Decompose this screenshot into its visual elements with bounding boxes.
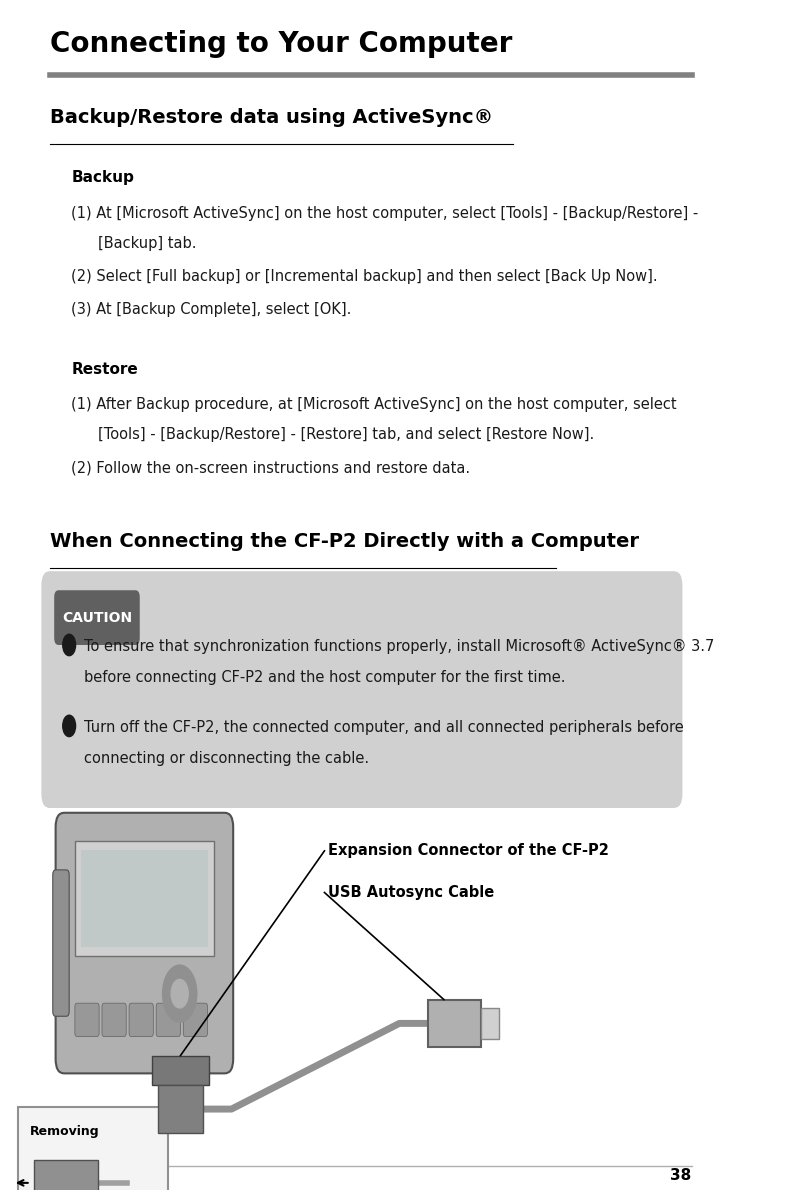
FancyBboxPatch shape [156,1003,180,1036]
Text: [Backup] tab.: [Backup] tab. [98,236,197,251]
Text: before connecting CF-P2 and the host computer for the first time.: before connecting CF-P2 and the host com… [84,670,566,685]
Bar [481,1008,500,1039]
Bar [152,1056,208,1085]
Text: Connecting to Your Computer: Connecting to Your Computer [50,30,512,58]
Text: Backup: Backup [71,170,134,186]
FancyBboxPatch shape [53,870,69,1016]
Text: (1) After Backup procedure, at [Microsoft ActiveSync] on the host computer, sele: (1) After Backup procedure, at [Microsof… [71,397,677,413]
Text: Restore: Restore [71,362,138,377]
FancyBboxPatch shape [75,1003,99,1036]
FancyBboxPatch shape [54,590,140,645]
FancyBboxPatch shape [184,1003,207,1036]
FancyBboxPatch shape [81,850,208,947]
Bar [428,1000,481,1047]
FancyBboxPatch shape [56,813,233,1073]
FancyBboxPatch shape [102,1003,126,1036]
Bar [34,1160,98,1190]
Text: (2) Follow the on-screen instructions and restore data.: (2) Follow the on-screen instructions an… [71,461,471,476]
FancyBboxPatch shape [129,1003,153,1036]
Circle shape [63,715,76,737]
Text: Backup/Restore data using ActiveSync®: Backup/Restore data using ActiveSync® [50,108,493,127]
Text: (3) At [Backup Complete], select [OK].: (3) At [Backup Complete], select [OK]. [71,302,352,318]
FancyBboxPatch shape [41,571,682,808]
Bar [158,1085,203,1133]
Text: 38: 38 [670,1169,692,1183]
Text: (1) At [Microsoft ActiveSync] on the host computer, select [Tools] - [Backup/Res: (1) At [Microsoft ActiveSync] on the hos… [71,206,698,221]
Text: To ensure that synchronization functions properly, install Microsoft® ActiveSync: To ensure that synchronization functions… [84,639,714,655]
FancyBboxPatch shape [75,841,214,956]
Text: CAUTION: CAUTION [62,610,132,625]
Text: Removing: Removing [30,1125,100,1138]
FancyBboxPatch shape [18,1107,168,1190]
Text: [Tools] - [Backup/Restore] - [Restore] tab, and select [Restore Now].: [Tools] - [Backup/Restore] - [Restore] t… [98,427,595,443]
Text: Turn off the CF-P2, the connected computer, and all connected peripherals before: Turn off the CF-P2, the connected comput… [84,720,684,735]
Circle shape [171,979,188,1008]
Text: connecting or disconnecting the cable.: connecting or disconnecting the cable. [84,751,369,766]
Text: USB Autosync Cable: USB Autosync Cable [328,885,494,900]
Text: Expansion Connector of the CF-P2: Expansion Connector of the CF-P2 [328,844,609,858]
Circle shape [63,634,76,656]
Circle shape [163,965,197,1022]
Text: When Connecting the CF-P2 Directly with a Computer: When Connecting the CF-P2 Directly with … [50,532,639,551]
Text: (2) Select [Full backup] or [Incremental backup] and then select [Back Up Now].: (2) Select [Full backup] or [Incremental… [71,269,658,284]
